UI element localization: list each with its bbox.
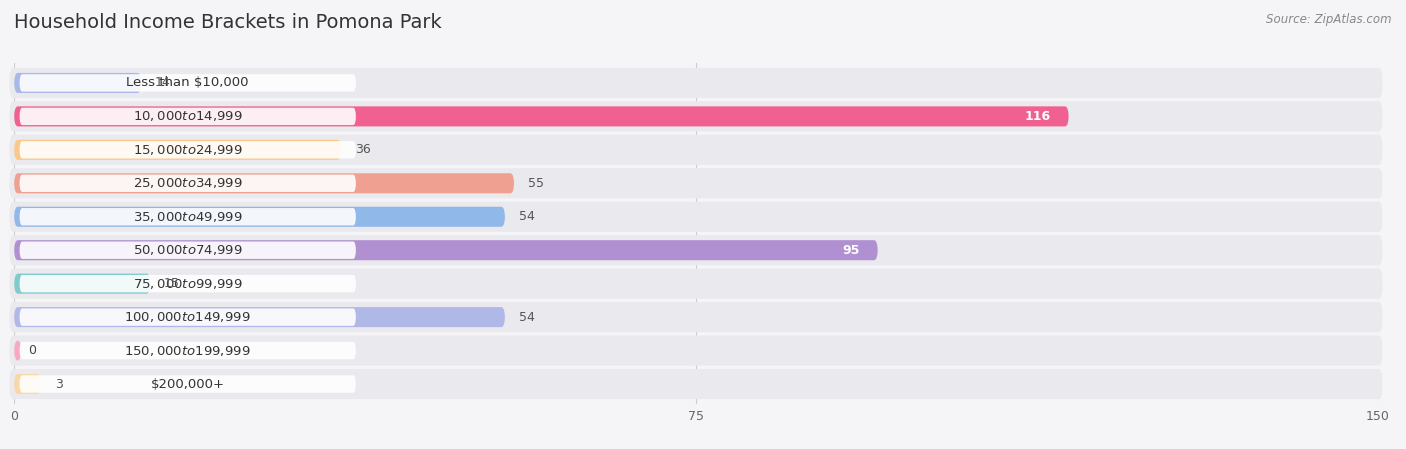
FancyBboxPatch shape (14, 140, 342, 160)
Text: $35,000 to $49,999: $35,000 to $49,999 (134, 210, 243, 224)
FancyBboxPatch shape (14, 173, 515, 194)
FancyBboxPatch shape (10, 302, 1382, 332)
FancyBboxPatch shape (20, 275, 356, 292)
FancyBboxPatch shape (10, 168, 1382, 198)
Text: $10,000 to $14,999: $10,000 to $14,999 (134, 110, 243, 123)
FancyBboxPatch shape (20, 175, 356, 192)
Text: Less than $10,000: Less than $10,000 (127, 76, 249, 89)
Text: 3: 3 (55, 378, 63, 391)
Text: 55: 55 (527, 177, 544, 190)
Text: $100,000 to $149,999: $100,000 to $149,999 (125, 310, 252, 324)
FancyBboxPatch shape (14, 207, 505, 227)
FancyBboxPatch shape (14, 73, 142, 93)
Text: 116: 116 (1025, 110, 1050, 123)
FancyBboxPatch shape (10, 369, 1382, 399)
Text: $200,000+: $200,000+ (150, 378, 225, 391)
Text: $25,000 to $34,999: $25,000 to $34,999 (134, 176, 243, 190)
FancyBboxPatch shape (20, 74, 356, 92)
FancyBboxPatch shape (10, 135, 1382, 165)
Text: 95: 95 (842, 244, 859, 257)
Text: Source: ZipAtlas.com: Source: ZipAtlas.com (1267, 13, 1392, 26)
Text: 54: 54 (519, 210, 534, 223)
Text: $50,000 to $74,999: $50,000 to $74,999 (134, 243, 243, 257)
Text: 36: 36 (354, 143, 371, 156)
FancyBboxPatch shape (20, 242, 356, 259)
FancyBboxPatch shape (14, 240, 877, 260)
FancyBboxPatch shape (10, 269, 1382, 299)
FancyBboxPatch shape (14, 374, 41, 394)
FancyBboxPatch shape (20, 342, 356, 359)
FancyBboxPatch shape (10, 101, 1382, 132)
FancyBboxPatch shape (10, 202, 1382, 232)
FancyBboxPatch shape (20, 375, 356, 393)
FancyBboxPatch shape (20, 141, 356, 158)
FancyBboxPatch shape (10, 235, 1382, 265)
FancyBboxPatch shape (14, 340, 21, 361)
Text: 0: 0 (28, 344, 35, 357)
FancyBboxPatch shape (10, 335, 1382, 365)
Text: 54: 54 (519, 311, 534, 324)
FancyBboxPatch shape (14, 106, 1069, 127)
Text: $150,000 to $199,999: $150,000 to $199,999 (125, 343, 252, 357)
Text: 14: 14 (155, 76, 170, 89)
FancyBboxPatch shape (14, 307, 505, 327)
FancyBboxPatch shape (20, 208, 356, 225)
Text: 15: 15 (165, 277, 180, 290)
Text: $75,000 to $99,999: $75,000 to $99,999 (134, 277, 243, 291)
FancyBboxPatch shape (20, 108, 356, 125)
Text: $15,000 to $24,999: $15,000 to $24,999 (134, 143, 243, 157)
FancyBboxPatch shape (20, 308, 356, 326)
Text: Household Income Brackets in Pomona Park: Household Income Brackets in Pomona Park (14, 13, 441, 32)
FancyBboxPatch shape (10, 68, 1382, 98)
FancyBboxPatch shape (14, 273, 150, 294)
